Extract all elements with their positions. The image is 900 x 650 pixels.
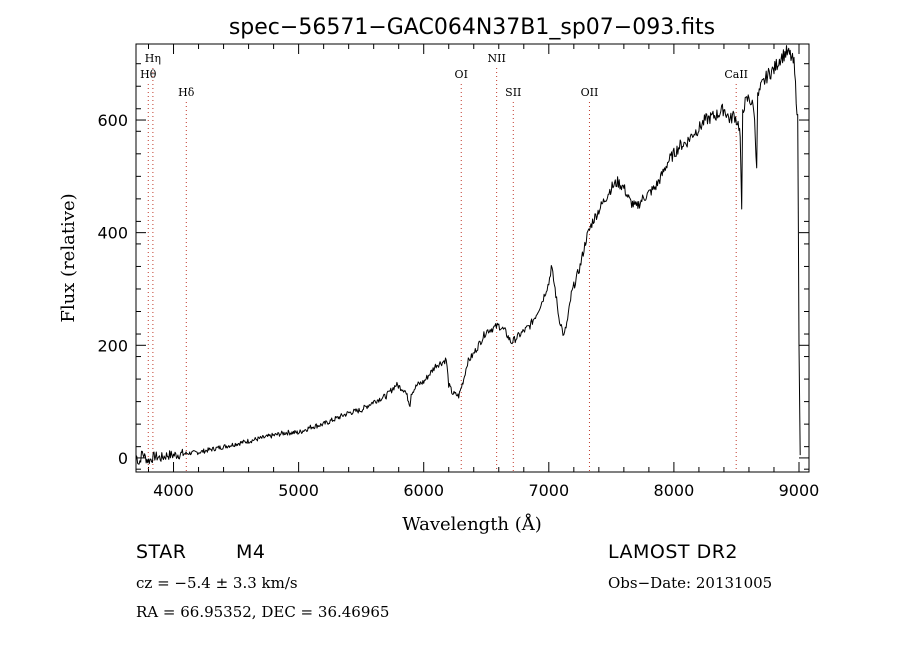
y-axis-label: Flux (relative) — [58, 193, 79, 322]
survey-name: LAMOST DR2 — [608, 541, 738, 563]
observation-date: Obs−Date: 20131005 — [608, 574, 773, 592]
y-tick-label: 0 — [118, 449, 128, 468]
spectral-line-label: NII — [487, 52, 505, 65]
x-tick-label: 6000 — [403, 481, 444, 500]
y-tick-label: 600 — [97, 111, 128, 130]
x-tick-label: 8000 — [654, 481, 695, 500]
redshift-velocity: cz = −5.4 ± 3.3 km/s — [136, 574, 298, 592]
spectral-line-label: Hη — [145, 52, 161, 65]
x-tick-label: 9000 — [779, 481, 820, 500]
chart-title: spec−56571−GAC064N37B1_sp07−093.fits — [229, 15, 715, 40]
spectral-line-label: Hδ — [178, 86, 195, 99]
spectral-line-label: SII — [505, 86, 521, 99]
coordinates: RA = 66.95352, DEC = 36.46965 — [136, 603, 390, 621]
spectral-line-label: OI — [455, 68, 468, 81]
spectral-line-label: Hθ — [140, 68, 157, 81]
y-tick-label: 400 — [97, 224, 128, 243]
x-tick-label: 5000 — [278, 481, 319, 500]
x-axis-label: Wavelength (Å) — [402, 513, 542, 535]
x-tick-label: 7000 — [528, 481, 569, 500]
x-tick-label: 4000 — [153, 481, 194, 500]
spectral-line-label: CaII — [724, 68, 748, 81]
plot-frame — [135, 43, 810, 473]
object-class: STAR — [136, 541, 187, 563]
object-subclass: M4 — [236, 541, 266, 563]
spectrum-line — [135, 45, 801, 465]
spectral-line-label: OII — [581, 86, 599, 99]
y-tick-label: 200 — [97, 336, 128, 355]
